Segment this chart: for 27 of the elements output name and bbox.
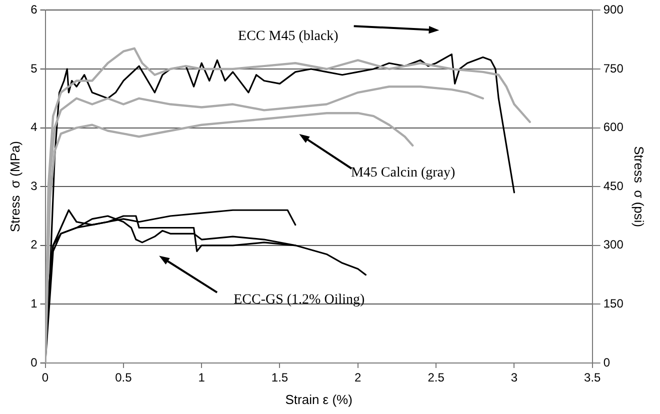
y2-tick-label: 600 — [603, 120, 624, 134]
x-tick-label: 2 — [354, 370, 362, 385]
y2-axis-title: Stress σ (psi) — [632, 146, 647, 228]
y2-tick-label: 0 — [603, 355, 610, 370]
x-tick-label: 1 — [198, 370, 206, 385]
x-tick-label: 0 — [42, 370, 49, 385]
annotation: M45 Calcin (gray) — [350, 166, 456, 181]
y2-tick-label: 450 — [603, 178, 624, 193]
x-tick-label: 0.5 — [115, 370, 132, 385]
x-tick-label: 3 — [510, 370, 518, 385]
y-tick-label: 6 — [30, 2, 38, 17]
y-axis-title: Stress σ (MPa) — [7, 141, 22, 232]
x-tick-label: 2.5 — [428, 370, 445, 385]
y-tick-label: 1 — [30, 296, 38, 311]
annotation: ECC M45 (black) — [238, 28, 339, 44]
y2-tick-label: 300 — [603, 238, 624, 252]
y-tick-label: 2 — [30, 238, 38, 252]
x-axis-title: Strain ε (%) — [285, 392, 352, 407]
y-tick-label: 0 — [30, 355, 38, 370]
y-tick-label: 3 — [30, 178, 38, 193]
x-tick-label: 1.5 — [271, 370, 288, 385]
y2-tick-label: 900 — [603, 2, 624, 17]
y2-tick-label: 150 — [603, 296, 624, 311]
x-tick-label: 3.5 — [584, 370, 602, 385]
y-tick-label: 5 — [30, 61, 38, 76]
y-tick-label: 4 — [30, 120, 38, 134]
y2-tick-label: 750 — [603, 61, 624, 76]
